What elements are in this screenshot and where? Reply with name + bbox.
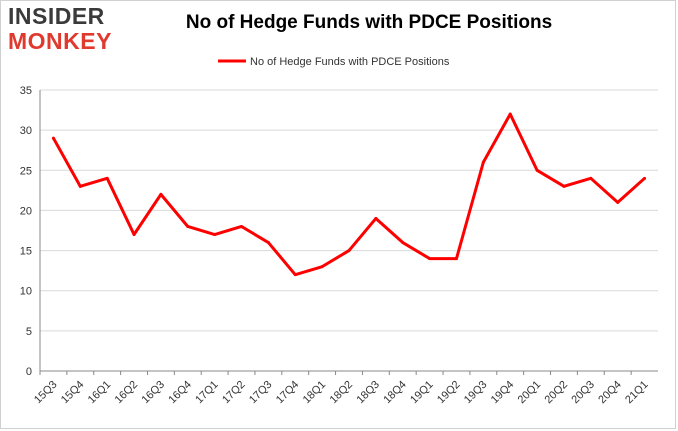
x-tick-label: 19Q2 xyxy=(435,379,463,407)
data-point xyxy=(159,192,163,196)
data-point xyxy=(374,216,378,220)
x-tick-label: 19Q4 xyxy=(489,379,517,407)
data-point xyxy=(401,241,405,245)
data-point xyxy=(589,176,593,180)
data-point xyxy=(643,176,647,180)
y-tick-label: 0 xyxy=(26,366,32,378)
x-tick-label: 17Q1 xyxy=(193,379,221,407)
data-point xyxy=(51,136,55,140)
x-tick-label: 20Q2 xyxy=(543,379,571,407)
x-tick-label: 18Q3 xyxy=(354,379,382,407)
data-point xyxy=(481,160,485,164)
data-point xyxy=(320,265,324,269)
legend-label: No of Hedge Funds with PDCE Positions xyxy=(250,56,450,68)
x-tick-label: 18Q4 xyxy=(381,379,409,407)
x-tick-label: 18Q1 xyxy=(301,379,329,407)
x-tick-label: 17Q2 xyxy=(220,379,248,407)
data-point xyxy=(78,184,82,188)
x-tick-label: 20Q3 xyxy=(569,379,597,407)
data-point xyxy=(454,257,458,261)
legend: No of Hedge Funds with PDCE Positions xyxy=(218,56,450,68)
data-point xyxy=(508,112,512,116)
x-tick-label: 19Q3 xyxy=(462,379,490,407)
y-tick-label: 20 xyxy=(20,205,32,217)
x-axis-ticks: 15Q3 15Q4 16Q1 16Q2 16Q3 16Q4 17Q1 17Q2 17Q3 17Q4… xyxy=(32,371,651,406)
x-tick-label: 19Q1 xyxy=(408,379,436,407)
x-tick-label: 17Q4 xyxy=(274,379,302,407)
chart-title: No of Hedge Funds with PDCE Positions xyxy=(185,12,553,33)
axes xyxy=(39,90,658,372)
x-tick-label: 18Q2 xyxy=(328,379,356,407)
y-tick-label: 5 xyxy=(26,326,32,338)
y-tick-label: 30 xyxy=(20,125,32,137)
data-point xyxy=(562,184,566,188)
y-tick-label: 25 xyxy=(20,165,32,177)
grid-lines xyxy=(40,89,658,332)
y-tick-label: 15 xyxy=(20,246,32,258)
x-tick-label: 16Q2 xyxy=(113,379,141,407)
x-tick-label: 20Q1 xyxy=(516,379,544,407)
x-tick-label: 17Q3 xyxy=(247,379,275,407)
data-point xyxy=(186,224,190,228)
y-tick-label: 35 xyxy=(20,85,32,97)
y-tick-label: 10 xyxy=(20,286,32,298)
x-tick-label: 20Q4 xyxy=(596,379,624,407)
y-axis-ticks: 0 5 10 15 20 25 30 35 xyxy=(20,85,32,378)
data-point xyxy=(132,233,136,237)
x-tick-label: 16Q3 xyxy=(140,379,168,407)
x-tick-label: 16Q1 xyxy=(86,379,114,407)
data-point xyxy=(428,257,432,261)
data-point xyxy=(347,249,351,253)
data-point xyxy=(535,168,539,172)
x-tick-label: 21Q1 xyxy=(623,379,651,407)
insider-monkey-logo: INSIDER MONKEY xyxy=(8,5,128,55)
data-point xyxy=(105,176,109,180)
logo-line-1: INSIDER xyxy=(8,3,105,29)
data-point xyxy=(213,233,217,237)
x-tick-label: 15Q4 xyxy=(59,379,87,407)
series-layer xyxy=(51,112,647,277)
x-tick-label: 16Q4 xyxy=(166,379,194,407)
data-point xyxy=(293,273,297,277)
data-point xyxy=(616,200,620,204)
data-point xyxy=(240,224,244,228)
data-point xyxy=(266,241,270,245)
x-tick-label: 15Q3 xyxy=(32,379,60,407)
logo-line-2: MONKEY xyxy=(8,28,112,54)
